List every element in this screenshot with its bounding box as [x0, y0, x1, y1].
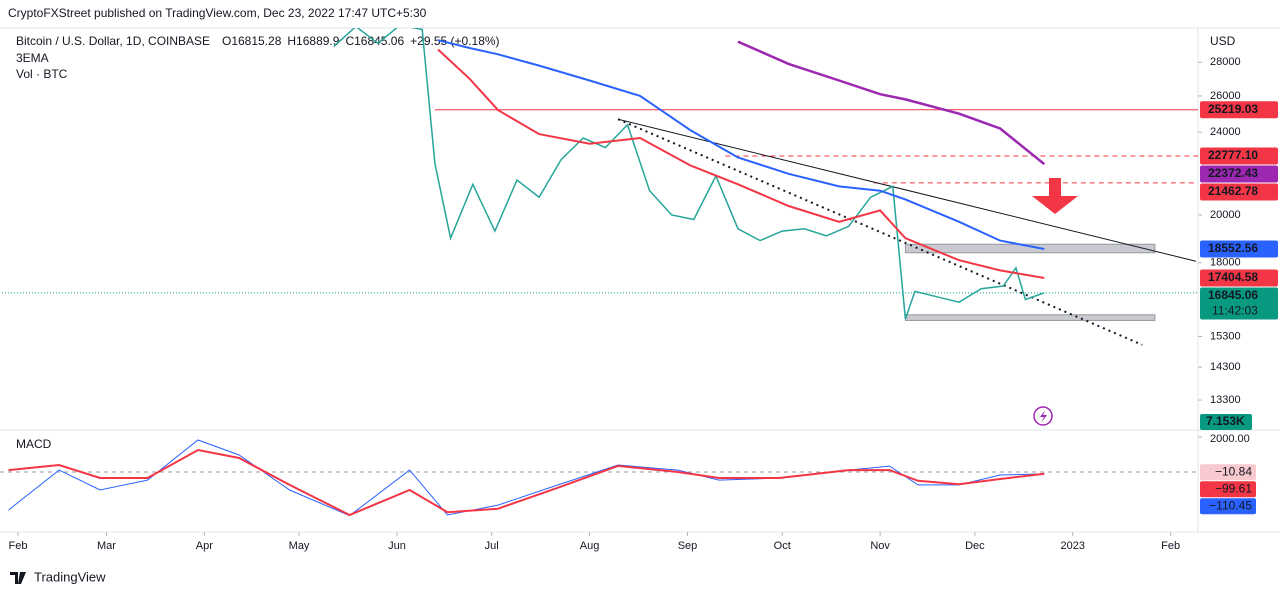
price-tag — [1200, 165, 1278, 183]
macd-pane — [0, 439, 1198, 517]
x-tick-label: Mar — [97, 540, 116, 552]
price-tag — [1200, 147, 1278, 165]
y-tick-label: 15300 — [1210, 330, 1241, 342]
price-tag — [1200, 287, 1278, 320]
y-tick-label: 24000 — [1210, 126, 1241, 138]
series-line — [437, 39, 1045, 250]
y-tick-label: 13300 — [1210, 394, 1241, 406]
series-line — [333, 28, 1045, 320]
trendline — [617, 118, 1197, 262]
chart-title: Bitcoin / U.S. Dollar, 1D, COINBASE — [16, 34, 210, 48]
volume-tag — [1200, 414, 1252, 430]
x-tick-label: Jun — [388, 540, 406, 552]
alert-icon — [1033, 406, 1053, 426]
macd-tag-label: −10.84 — [1215, 464, 1252, 478]
x-tick-label: Aug — [580, 540, 600, 552]
arrow — [1032, 178, 1078, 214]
x-tick-label: Dec — [965, 540, 985, 552]
x-tick-label: Oct — [774, 540, 791, 552]
y-tick-label: 18000 — [1210, 257, 1241, 269]
price-pane — [0, 28, 1198, 346]
price-tag-label: 17404.58 — [1208, 270, 1258, 284]
zone — [904, 314, 1156, 321]
logo — [10, 572, 26, 584]
price-tag-label: 22372.43 — [1208, 166, 1258, 180]
x-tick-label: Feb — [9, 540, 28, 552]
y-tick-label: 20000 — [1210, 209, 1241, 221]
trendline — [617, 118, 1143, 346]
price-tag-time: 11:42:03 — [1212, 304, 1258, 318]
x-tick-label: Feb — [1161, 540, 1180, 552]
price-tag-label: 16845.06 — [1208, 288, 1258, 302]
price-tag-label: 22777.10 — [1208, 148, 1258, 162]
series-line — [437, 48, 1045, 279]
zone — [904, 243, 1156, 254]
ohlc-value: H16889.9 — [287, 34, 339, 48]
x-tick-label: 2023 — [1061, 540, 1085, 552]
series-line — [8, 439, 1045, 517]
footer: TradingView — [34, 569, 106, 584]
series-line — [8, 448, 1045, 517]
macd-tag — [1200, 498, 1256, 515]
macd-tag — [1200, 464, 1256, 481]
macd-tag — [1200, 481, 1256, 498]
ohlc-value: O16815.28 — [222, 34, 282, 48]
series-line — [737, 40, 1046, 166]
x-tick-label: Nov — [870, 540, 890, 552]
macd-tag-label: −110.45 — [1209, 498, 1252, 512]
ohlc-value: +29.55 (+0.18%) — [410, 34, 499, 48]
currency: USD — [1210, 34, 1236, 48]
y-tick-label: 2000.00 — [1210, 433, 1250, 445]
price-tag — [1200, 269, 1278, 287]
volume-tag-label: 7.153K — [1206, 414, 1245, 428]
indicator: Vol · BTC — [16, 67, 68, 81]
x-tick-label: Apr — [196, 540, 213, 552]
price-tag — [1200, 183, 1278, 201]
price-tag-label: 25219.03 — [1208, 102, 1258, 116]
price-tag — [1200, 101, 1278, 119]
x-tick-label: Jul — [485, 540, 499, 552]
macd-tag-label: −99.61 — [1215, 481, 1252, 495]
header: CryptoFXStreet published on TradingView.… — [8, 6, 427, 20]
macd-title: MACD — [16, 437, 52, 451]
price-tag — [1200, 240, 1278, 258]
price-tag-label: 21462.78 — [1208, 184, 1258, 198]
price-tag-label: 18552.56 — [1208, 241, 1258, 255]
y-tick-label: 26000 — [1210, 90, 1241, 102]
x-tick-label: May — [289, 540, 310, 552]
y-tick-label: 14300 — [1210, 361, 1241, 373]
y-tick-label: 28000 — [1210, 56, 1241, 68]
indicator: 3EMA — [16, 51, 49, 65]
x-tick-label: Sep — [678, 540, 698, 552]
